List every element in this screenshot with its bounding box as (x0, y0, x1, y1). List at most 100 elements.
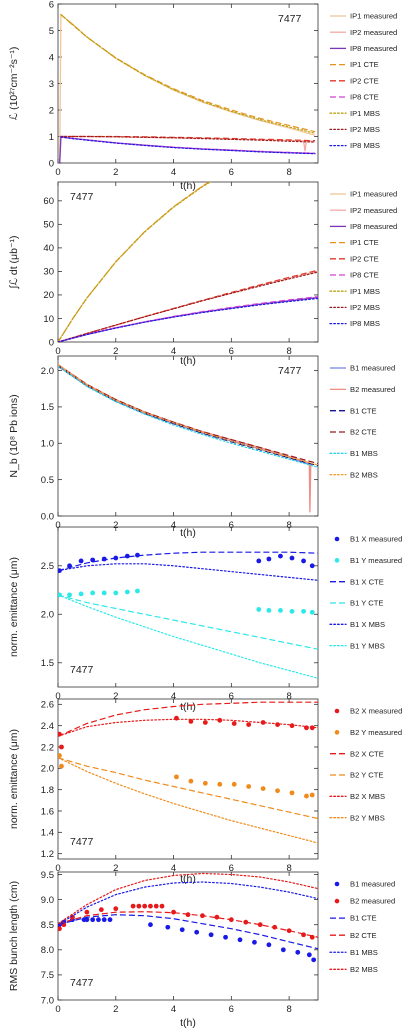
legend-item[interactable]: IP2 MBS (329, 303, 380, 312)
point-b1-measured (237, 937, 243, 943)
legend-item[interactable]: B2 MBS (329, 965, 378, 974)
legend-label: B1 MBS (350, 449, 378, 458)
point-b2-y-measured (275, 788, 280, 794)
x-tick-label: 4 (171, 167, 176, 178)
legend-item[interactable]: IP2 CTE (330, 254, 379, 263)
legend-label: IP2 CTE (350, 76, 379, 85)
legend-item[interactable]: B1 X MBS (329, 620, 385, 629)
y-tick-label: 40 (43, 243, 54, 254)
legend-item[interactable]: B1 MBS (329, 948, 378, 957)
point-b2-x-measured (275, 722, 280, 727)
plot-frame (57, 526, 319, 688)
point-b1-x-measured (78, 558, 84, 564)
legend-item[interactable]: IP8 CTE (330, 271, 379, 280)
legend-label: B1 measured (350, 364, 395, 373)
plot-frame (57, 698, 319, 860)
y-tick-label: 1 (49, 132, 54, 143)
legend-item[interactable]: B1 measured (330, 364, 395, 373)
legend-item[interactable]: B2 CTE (330, 931, 377, 940)
legend-item[interactable]: IP1 measured (330, 190, 397, 199)
legend-item[interactable]: B2 X CTE (330, 749, 384, 758)
legend-label: IP2 CTE (350, 254, 379, 263)
fill-number-label: 7477 (70, 977, 94, 989)
legend-label: B1 X MBS (350, 620, 385, 629)
legend-item[interactable]: IP8 measured (330, 222, 397, 231)
point-b1-measured (306, 952, 312, 958)
legend-item[interactable]: B1 Y measured (334, 556, 402, 565)
legend-item[interactable]: B1 Y MBS (329, 641, 385, 650)
series-b2-mbs (58, 364, 318, 466)
legend-label: B1 CTE (350, 406, 377, 415)
y-tick-label: 9.5 (41, 870, 54, 881)
series-ip8-mbs (58, 297, 318, 342)
point-b2-measured (98, 907, 104, 913)
legend-item[interactable]: IP8 MBS (329, 141, 380, 150)
fill-number-label: 7477 (278, 13, 302, 25)
legend-item[interactable]: IP1 CTE (330, 238, 379, 247)
series-b2-y-mbs (58, 757, 318, 844)
legend-label: B1 Y CTE (350, 599, 384, 608)
legend-item[interactable]: IP1 MBS (329, 109, 380, 118)
legend-item[interactable]: B2 MBS (329, 470, 378, 479)
legend-item[interactable]: B1 X measured (334, 535, 403, 544)
legend-label: IP8 MBS (350, 319, 380, 328)
legend-label: IP8 measured (350, 222, 397, 231)
legend-item[interactable]: B2 Y MBS (329, 813, 385, 822)
y-tick-label: 2.5 (41, 561, 54, 572)
legend-label: IP8 measured (350, 44, 397, 53)
series-b1-cte (58, 914, 318, 950)
point-b1-measured (107, 917, 113, 923)
point-b2-y-measured (231, 781, 237, 787)
legend-item[interactable]: B1 X CTE (330, 577, 384, 586)
y-tick-label: 2.4 (41, 721, 54, 732)
legend-item[interactable]: IP1 CTE (330, 60, 379, 69)
x-tick-label: 2 (113, 167, 118, 178)
y-tick-label: 8.0 (41, 945, 54, 956)
series-group (58, 364, 318, 513)
legend-label: IP1 MBS (350, 287, 380, 296)
legend-item[interactable]: B1 MBS (329, 449, 378, 458)
x-tick-label: 4 (171, 346, 176, 357)
legend-item[interactable]: IP2 CTE (330, 76, 379, 85)
point-b2-measured (142, 903, 148, 909)
legend-item[interactable]: IP2 measured (330, 28, 397, 37)
y-tick-label: 8.5 (41, 920, 54, 931)
legend-swatch (334, 730, 340, 735)
y-axis-label: RMS bunch length (cm) (8, 881, 20, 991)
legend-label: B2 measured (350, 385, 395, 394)
legend-label: B1 CTE (350, 914, 377, 923)
legend-item[interactable]: B1 Y CTE (330, 599, 384, 608)
legend-item[interactable]: B1 CTE (330, 914, 377, 923)
legend-item[interactable]: IP1 MBS (329, 287, 380, 296)
legend-label: IP2 measured (350, 28, 397, 37)
x-tick-label: 8 (286, 520, 291, 531)
legend-item[interactable]: B2 X measured (334, 707, 403, 716)
series-b1-mbs (58, 881, 318, 926)
point-b1-y-measured (256, 607, 262, 612)
y-tick-label: 1.0 (41, 439, 54, 450)
legend-item[interactable]: B2 CTE (330, 428, 377, 437)
series-ip2-cte (60, 135, 316, 142)
legend-item[interactable]: IP1 measured (330, 12, 397, 21)
legend-item[interactable]: B2 Y CTE (330, 771, 384, 780)
legend-item[interactable]: IP2 MBS (329, 125, 380, 134)
legend-item[interactable]: B1 measured (334, 880, 395, 889)
point-b1-y-measured (101, 590, 107, 596)
legend-item[interactable]: B2 Y measured (334, 728, 402, 737)
legend-item[interactable]: IP8 MBS (329, 319, 380, 328)
point-b2-measured (113, 906, 119, 912)
point-b2-measured (171, 909, 176, 915)
series-b2-cte (58, 911, 318, 938)
legend-item[interactable]: B2 measured (330, 385, 395, 394)
legend-item[interactable]: IP2 measured (330, 206, 397, 215)
legend-item[interactable]: B2 X MBS (329, 792, 385, 801)
legend-item[interactable]: B1 CTE (330, 406, 377, 415)
panel-p3: 0 2 4 6 8 0.0 0.5 1.0 1.5 2.0 t(h) N_b (10⁸ Pb ions… (8, 355, 395, 539)
panel-p6: 0 2 4 6 8 7.0 7.5 8.0 8.5 9.0 9.5 t(h) RMS bunch len… (8, 870, 395, 1029)
legend-item[interactable]: IP8 measured (330, 44, 397, 53)
legend-item[interactable]: B2 measured (334, 897, 395, 906)
series-ip8-cte (58, 296, 318, 342)
point-b2-measured (130, 903, 136, 909)
point-b2-x-measured (289, 723, 295, 729)
legend-item[interactable]: IP8 CTE (330, 93, 379, 102)
